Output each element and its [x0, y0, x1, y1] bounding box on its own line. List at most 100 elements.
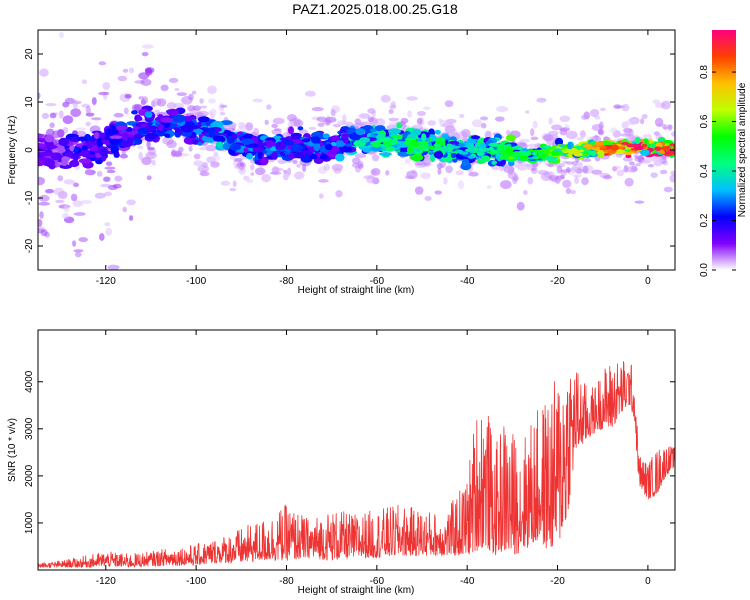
heatmap-cell: [374, 118, 386, 127]
heatmap-cell: [390, 140, 397, 146]
heatmap-cell: [569, 189, 577, 195]
heatmap-cell: [157, 124, 165, 132]
heatmap-cell: [105, 227, 113, 236]
heatmap-cell: [311, 136, 321, 144]
heatmap-cell: [243, 147, 249, 153]
heatmap-cell: [81, 145, 88, 151]
heatmap-cell: [39, 68, 49, 77]
heatmap-cell: [516, 163, 527, 171]
heatmap-cell: [125, 127, 133, 132]
heatmap-cell: [117, 75, 128, 82]
heatmap-cell: [393, 136, 398, 142]
heatmap-cell: [212, 135, 225, 142]
heatmap-cell: [652, 99, 661, 105]
heatmap-cell: [114, 175, 123, 182]
snr-x-tick-label: -120: [96, 576, 116, 587]
heatmap-cell: [551, 124, 563, 131]
heatmap-cell: [580, 114, 589, 120]
heatmap-x-axis: -120 -100 -80 -60 -40 -20 0: [96, 30, 651, 287]
heatmap-cell: [38, 219, 43, 227]
heatmap-cell: [383, 141, 392, 146]
heatmap-cell: [597, 129, 604, 136]
heatmap-cell: [74, 251, 82, 258]
heatmap-cell: [38, 194, 50, 202]
heatmap-cell: [369, 128, 377, 133]
heatmap-cell: [245, 122, 254, 131]
heatmap-cell: [77, 136, 89, 141]
snr-y-tick-label: 4000: [24, 370, 35, 393]
heatmap-cell: [112, 183, 122, 189]
heatmap-cell: [96, 170, 103, 177]
heatmap-cell: [141, 156, 152, 166]
heatmap-cell: [241, 138, 255, 145]
heatmap-cell: [61, 213, 70, 219]
heatmap-cell: [187, 104, 196, 112]
heatmap-cell: [166, 108, 179, 116]
heatmap-cell: [505, 134, 516, 142]
heatmap-cell: [354, 118, 362, 125]
heatmap-cell: [428, 145, 435, 150]
snr-panel: -120 -100 -80 -60 -40 -20 0 1000 2000 3000 4000 H…: [7, 329, 676, 596]
colorbar-tick-label: 0.2: [699, 213, 710, 227]
heatmap-cell: [145, 151, 157, 160]
heatmap-cell: [64, 97, 76, 105]
snr-x-tick-label: 0: [645, 576, 651, 587]
heatmap-cell: [641, 159, 650, 164]
colorbar-tick-label: 0.6: [699, 114, 710, 128]
heatmap-cell: [249, 163, 255, 171]
heatmap-cell: [642, 134, 653, 138]
heatmap-cell: [455, 170, 464, 176]
heatmap-cell: [99, 132, 106, 137]
heatmap-cell: [629, 161, 635, 166]
heatmap-cell: [271, 123, 279, 129]
heatmap-cell: [288, 126, 294, 135]
heatmap-cell: [63, 179, 76, 185]
heatmap-cell: [104, 128, 111, 135]
heatmap-cell: [318, 179, 329, 183]
heatmap-cell: [213, 152, 219, 157]
heatmap-cell: [404, 175, 415, 180]
heatmap-cell: [532, 120, 538, 129]
heatmap-cell: [323, 164, 331, 171]
heatmap-cell: [444, 100, 454, 108]
heatmap-cell: [174, 127, 181, 133]
heatmap-cell: [357, 163, 364, 169]
heatmap-cell: [137, 116, 143, 122]
heatmap-cell: [372, 154, 380, 162]
heatmap-cell: [107, 264, 120, 270]
heatmap-cell: [654, 146, 662, 151]
heatmap-cell: [58, 137, 69, 146]
heatmap-cell: [562, 179, 572, 188]
heatmap-cell: [620, 142, 630, 145]
heatmap-x-tick-label: -80: [279, 276, 294, 287]
heatmap-cell: [121, 150, 127, 155]
heatmap-cell: [634, 155, 639, 159]
heatmap-cell: [293, 151, 306, 159]
heatmap-cell: [197, 141, 203, 146]
heatmap-cell: [636, 162, 641, 167]
heatmap-cell: [449, 144, 456, 148]
heatmap-cell: [44, 134, 55, 143]
heatmap-cell: [507, 170, 517, 179]
heatmap-cell: [126, 136, 134, 144]
heatmap-cell: [211, 155, 221, 161]
heatmap-cell: [234, 165, 243, 169]
heatmap-cell: [667, 124, 673, 131]
heatmap-cell: [38, 176, 45, 186]
heatmap-cell: [137, 145, 144, 150]
heatmap-cell: [531, 167, 537, 171]
heatmap-cell: [322, 120, 331, 124]
heatmap-cell: [141, 52, 149, 57]
heatmap-cell: [63, 205, 70, 213]
heatmap-cell: [543, 150, 552, 155]
heatmap-cell: [58, 110, 64, 119]
heatmap-cell: [94, 192, 106, 199]
heatmap-cell: [164, 133, 171, 138]
heatmap-cell: [305, 90, 316, 97]
heatmap-cell: [93, 132, 100, 139]
heatmap-cell: [572, 174, 583, 178]
heatmap-cell: [649, 143, 657, 149]
snr-frame: [37, 329, 676, 571]
heatmap-cell: [565, 130, 578, 140]
